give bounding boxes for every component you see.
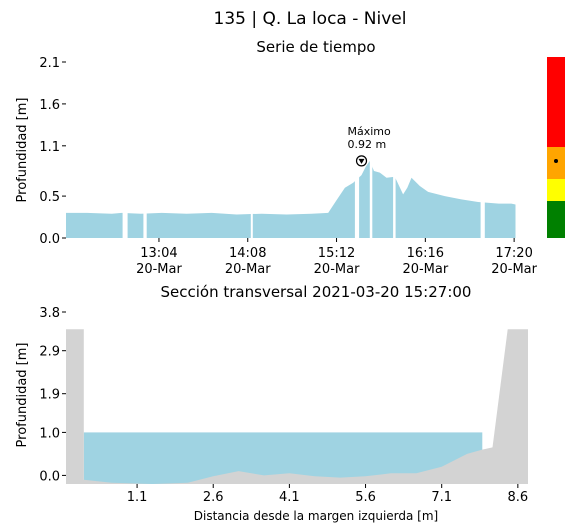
y-tick-label: 1.9: [39, 388, 60, 403]
depth-area: [66, 160, 516, 238]
y-tick-label: 1.0: [39, 426, 60, 441]
alert-indicator-dot: [554, 159, 558, 163]
x-tick-time: 16:16: [407, 246, 444, 261]
y-tick-label: 2.9: [39, 345, 60, 360]
data-gap: [250, 62, 253, 239]
y-tick-label: 1.6: [39, 98, 60, 113]
timeseries-title: Serie de tiempo: [256, 38, 375, 56]
y-tick-label: 0.5: [39, 190, 60, 205]
x-tick-date: 20-Mar: [225, 262, 271, 277]
x-tick-time: 15:12: [318, 246, 355, 261]
x-tick-label: 2.6: [203, 490, 224, 505]
cross-section-y-label: Profundidad [m]: [15, 343, 30, 448]
cross-section-title: Sección transversal 2021-03-20 15:27:00: [161, 283, 472, 301]
y-tick-label: 3.8: [39, 306, 60, 321]
alert-level-green: [547, 201, 565, 238]
alert-level-yellow: [547, 179, 565, 201]
cross-section-x-label: Distancia desde la margen izquierda [m]: [194, 509, 438, 523]
alert-level-bar: [547, 57, 565, 238]
x-tick-label: 7.1: [431, 490, 452, 505]
figure-title: 135 | Q. La loca - Nivel: [214, 9, 407, 29]
channel-bed: [66, 329, 528, 484]
data-gap: [122, 62, 128, 239]
y-tick-label: 2.1: [39, 56, 60, 71]
x-tick-label: 4.1: [279, 490, 300, 505]
timeseries-plot: 2.11.61.10.50.013:0420-Mar14:0820-Mar15:…: [39, 56, 537, 277]
x-tick-time: 17:20: [495, 246, 532, 261]
x-tick-date: 20-Mar: [491, 262, 537, 277]
y-tick-label: 0.0: [39, 469, 60, 484]
x-tick-date: 20-Mar: [136, 262, 182, 277]
data-gap: [369, 62, 373, 239]
y-tick-label: 0.0: [39, 232, 60, 247]
data-gap: [143, 62, 147, 239]
x-tick-label: 1.1: [127, 490, 148, 505]
timeseries-y-label: Profundidad [m]: [15, 98, 30, 203]
x-tick-label: 8.6: [508, 490, 529, 505]
cross-section-plot: 3.8 2.9 1.9 1.0 0.0 1.1 2.6 4.1 5.6 7.1 8.6: [39, 306, 528, 505]
x-tick-time: 14:08: [229, 246, 266, 261]
y-tick-label: 1.1: [39, 140, 60, 155]
max-value: 0.92 m: [348, 138, 387, 151]
data-gap: [354, 62, 360, 239]
max-label: Máximo: [348, 125, 392, 138]
x-tick-date: 20-Mar: [402, 262, 448, 277]
x-tick-label: 5.6: [355, 490, 376, 505]
data-gap: [393, 62, 396, 239]
max-marker-triangle: [358, 158, 365, 164]
x-tick-date: 20-Mar: [314, 262, 360, 277]
data-gap: [480, 62, 485, 239]
x-tick-time: 13:04: [140, 246, 177, 261]
alert-level-red: [547, 57, 565, 147]
